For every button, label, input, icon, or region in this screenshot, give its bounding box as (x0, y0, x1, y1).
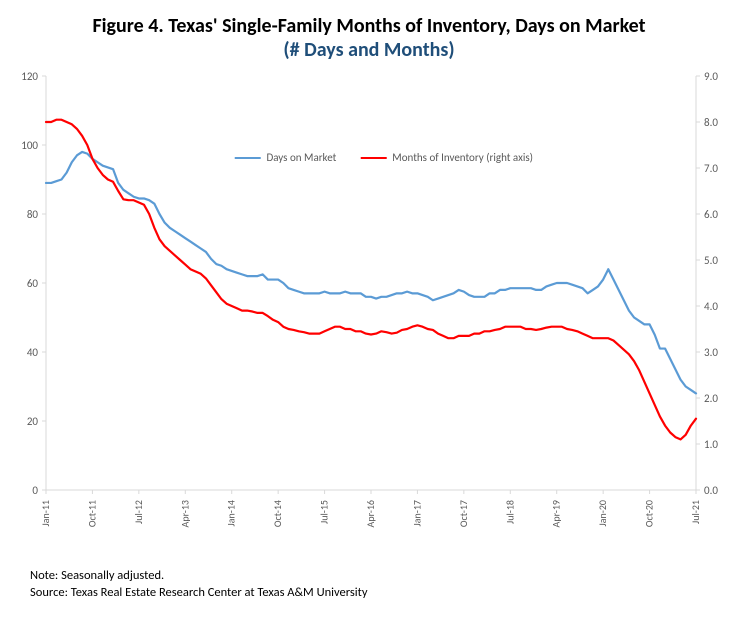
left-axis-tick-label: 60 (27, 277, 39, 290)
legend: Days on Market Months of Inventory (righ… (234, 151, 533, 164)
x-axis-tick-label: Jul-12 (132, 500, 145, 524)
left-axis-tick-label: 80 (27, 208, 39, 221)
right-axis-tick-label: 5.0 (704, 254, 718, 267)
right-axis-tick-label: 0.0 (704, 484, 718, 497)
figure-container: Figure 4. Texas' Single-Family Months of… (0, 0, 738, 617)
x-axis-tick-label: Jul-15 (318, 500, 331, 524)
right-axis-tick-label: 6.0 (704, 208, 718, 221)
x-axis-tick-label: Jan-14 (225, 500, 238, 526)
x-axis-tick-label: Apr-16 (364, 500, 377, 527)
x-axis-tick-label: Jan-17 (410, 500, 423, 526)
left-axis-tick-label: 100 (21, 139, 38, 152)
legend-item-days: Days on Market (234, 151, 336, 164)
figure-title-line2: (# Days and Months) (0, 38, 738, 62)
figure-title-line1: Figure 4. Texas' Single-Family Months of… (0, 14, 738, 38)
x-axis-tick-label: Jan-11 (39, 500, 52, 526)
x-axis-tick-label: Oct-20 (643, 500, 656, 527)
legend-swatch-days (234, 157, 260, 159)
right-axis-tick-label: 2.0 (704, 392, 718, 405)
right-axis-tick-label: 7.0 (704, 162, 718, 175)
left-axis-tick-label: 20 (27, 415, 39, 428)
left-axis-tick-label: 120 (21, 70, 38, 83)
note-line-2: Source: Texas Real Estate Research Cente… (30, 585, 368, 602)
legend-label-inventory: Months of Inventory (right axis) (392, 151, 533, 164)
note-line-1: Note: Seasonally adjusted. (30, 568, 368, 585)
x-axis-tick-label: Apr-13 (178, 500, 191, 527)
right-axis-tick-label: 1.0 (704, 438, 718, 451)
notes-block: Note: Seasonally adjusted. Source: Texas… (30, 568, 368, 602)
right-axis-tick-label: 9.0 (704, 70, 718, 83)
chart-svg: 0 20 40 60 80 100 120 0.0 1.0 2.0 3.0 4.0 5.0 6.0 7.0 8… (0, 62, 738, 562)
left-axis-tick-label: 0 (32, 484, 38, 497)
x-axis-tick-label: Oct-17 (457, 500, 470, 527)
legend-item-inventory: Months of Inventory (right axis) (360, 151, 533, 164)
left-axis-tick-label: 40 (27, 346, 39, 359)
x-axis-tick-label: Apr-19 (550, 500, 563, 527)
legend-label-days: Days on Market (266, 151, 336, 164)
title-block: Figure 4. Texas' Single-Family Months of… (0, 0, 738, 62)
chart-area: Days on Market Months of Inventory (righ… (0, 62, 738, 567)
legend-swatch-inventory (360, 157, 386, 159)
x-axis-tick-label: Oct-11 (85, 500, 98, 527)
right-axis-tick-label: 4.0 (704, 300, 718, 313)
x-axis-tick-label: Jul-21 (689, 500, 702, 524)
series-line (46, 120, 696, 440)
series-line (46, 152, 696, 394)
right-axis-tick-label: 8.0 (704, 116, 718, 129)
x-axis-tick-label: Oct-14 (271, 500, 284, 527)
right-axis-tick-label: 3.0 (704, 346, 718, 359)
x-axis-tick-label: Jul-18 (503, 500, 516, 524)
x-axis-tick-label: Jan-20 (596, 500, 609, 526)
